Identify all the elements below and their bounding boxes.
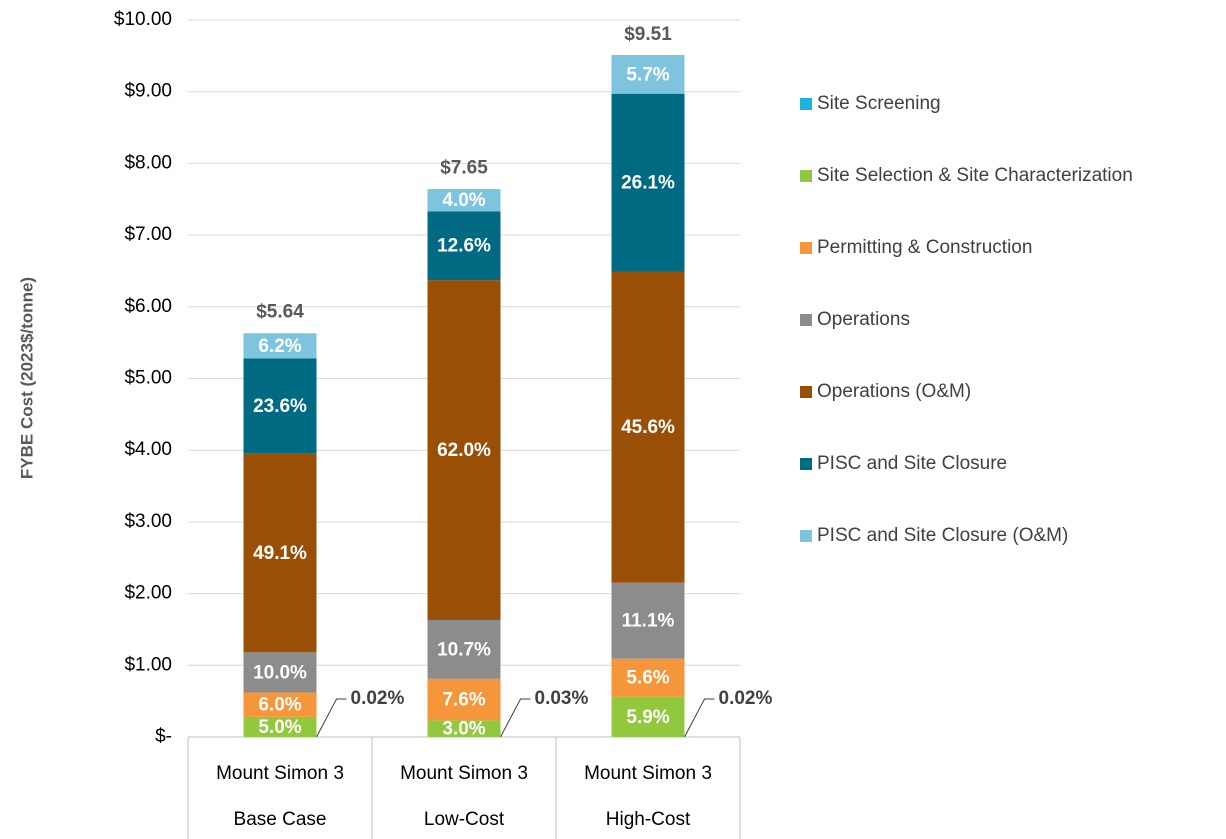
data-label: 5.9% xyxy=(626,707,669,728)
data-label: 45.6% xyxy=(621,417,675,438)
y-tick-label: $- xyxy=(155,726,172,747)
legend-swatch xyxy=(800,530,812,542)
legend-label: PISC and Site Closure (O&M) xyxy=(817,525,1068,546)
bar-segment xyxy=(611,582,685,659)
data-label: 5.6% xyxy=(626,668,669,689)
y-axis-title: FYBE Cost (2023$/tonne) xyxy=(17,277,36,479)
bar-segment xyxy=(611,93,685,272)
x-tick-label: Low-Cost xyxy=(424,809,505,830)
legend-swatch xyxy=(800,170,812,182)
bar-segment xyxy=(427,720,501,737)
bar-segment xyxy=(427,211,501,281)
bar-segment xyxy=(611,658,685,697)
data-label: 6.2% xyxy=(258,336,301,357)
legend-swatch xyxy=(800,242,812,254)
bar-segment xyxy=(611,271,685,583)
x-tick-label: High-Cost xyxy=(606,809,691,830)
y-tick-label: $7.00 xyxy=(124,224,172,245)
bar-segment xyxy=(427,189,501,212)
bar-segment xyxy=(611,54,685,94)
y-tick-label: $6.00 xyxy=(124,296,172,317)
bar-segment xyxy=(243,453,317,653)
total-label: $7.65 xyxy=(440,158,488,179)
y-tick-label: $5.00 xyxy=(124,368,172,389)
y-tick-label: $8.00 xyxy=(124,152,172,173)
legend-label: PISC and Site Closure xyxy=(817,453,1007,474)
legend-swatch xyxy=(800,386,812,398)
bar-segment xyxy=(611,696,685,737)
legend-swatch xyxy=(800,458,812,470)
legend-swatch xyxy=(800,98,812,110)
bar-segment xyxy=(243,333,317,359)
data-label: 5.0% xyxy=(258,717,301,738)
bar-segment xyxy=(427,280,501,620)
legend-label: Site Screening xyxy=(817,93,941,114)
data-label: 11.1% xyxy=(622,611,675,632)
x-tick-label: Mount Simon 3 xyxy=(584,763,712,784)
data-label: 10.7% xyxy=(437,639,491,660)
y-tick-label: $3.00 xyxy=(124,511,172,532)
y-tick-label: $2.00 xyxy=(124,583,172,604)
callout-line xyxy=(500,698,531,738)
data-label: 5.7% xyxy=(626,64,669,85)
data-label: 62.0% xyxy=(437,440,491,461)
x-tick-label: Mount Simon 3 xyxy=(400,763,528,784)
bar-segment xyxy=(427,619,501,679)
bar-segment xyxy=(243,358,317,454)
data-label: 0.02% xyxy=(719,688,773,709)
data-label: 10.0% xyxy=(253,662,307,683)
y-tick-label: $1.00 xyxy=(124,654,172,675)
legend-label: Permitting & Construction xyxy=(817,237,1032,258)
legend-swatch xyxy=(800,314,812,326)
y-tick-label: $10.00 xyxy=(114,9,172,30)
data-label: 12.6% xyxy=(437,236,491,257)
data-label: 4.0% xyxy=(442,190,485,211)
data-label: 7.6% xyxy=(442,690,485,711)
bar-segment xyxy=(243,716,317,737)
legend-label: Operations xyxy=(817,309,910,330)
x-tick-label: Base Case xyxy=(234,809,327,830)
bar-segment xyxy=(243,692,317,717)
data-label: 23.6% xyxy=(253,396,307,417)
bar-segment xyxy=(427,678,501,721)
total-label: $5.64 xyxy=(256,302,304,323)
legend-label: Site Selection & Site Characterization xyxy=(817,165,1133,186)
data-label: 0.03% xyxy=(535,688,589,709)
data-label: 26.1% xyxy=(621,173,675,194)
x-tick-label: Mount Simon 3 xyxy=(216,763,344,784)
data-label: 0.02% xyxy=(351,688,405,709)
data-label: 6.0% xyxy=(258,695,301,716)
legend-label: Operations (O&M) xyxy=(817,381,971,402)
y-tick-label: $9.00 xyxy=(124,81,172,102)
callout-line xyxy=(684,698,715,738)
bar-segment xyxy=(243,652,317,693)
data-label: 49.1% xyxy=(253,543,307,564)
total-label: $9.51 xyxy=(624,24,672,45)
y-tick-label: $4.00 xyxy=(124,439,172,460)
data-label: 3.0% xyxy=(442,719,485,740)
callout-line xyxy=(316,698,347,738)
